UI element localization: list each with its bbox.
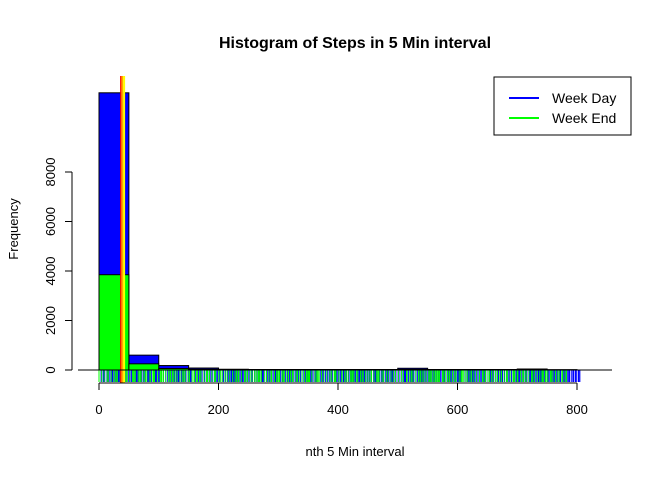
rug-layer [98, 370, 581, 382]
y-tick-label-3: 6000 [43, 207, 58, 236]
x-axis-label: nth 5 Min interval [306, 444, 405, 459]
y-tick-label-0: 0 [43, 366, 58, 373]
x-tick-label-4: 800 [566, 402, 588, 417]
x-tick-label-0: 0 [95, 402, 102, 417]
x-axis: 0 200 400 600 800 [78, 369, 612, 417]
bar-weekend-1 [128, 363, 160, 371]
y-axis-label: Frequency [6, 198, 21, 260]
x-tick-label-1: 200 [208, 402, 230, 417]
y-tick-label-1: 2000 [43, 306, 58, 335]
y-tick-label-2: 4000 [43, 257, 58, 286]
legend-label-1: Week End [552, 110, 616, 126]
legend-box [493, 76, 632, 136]
vertical-lines-layer [120, 76, 126, 383]
x-tick-label-3: 600 [447, 402, 469, 417]
legend: Week Day Week End [493, 76, 632, 136]
y-axis: 0 2000 4000 6000 8000 [43, 158, 73, 374]
y-tick-label-4: 8000 [43, 158, 58, 187]
chart-title: Histogram of Steps in 5 Min interval [219, 35, 491, 52]
x-tick-label-2: 400 [327, 402, 349, 417]
legend-label-0: Week Day [552, 90, 616, 106]
